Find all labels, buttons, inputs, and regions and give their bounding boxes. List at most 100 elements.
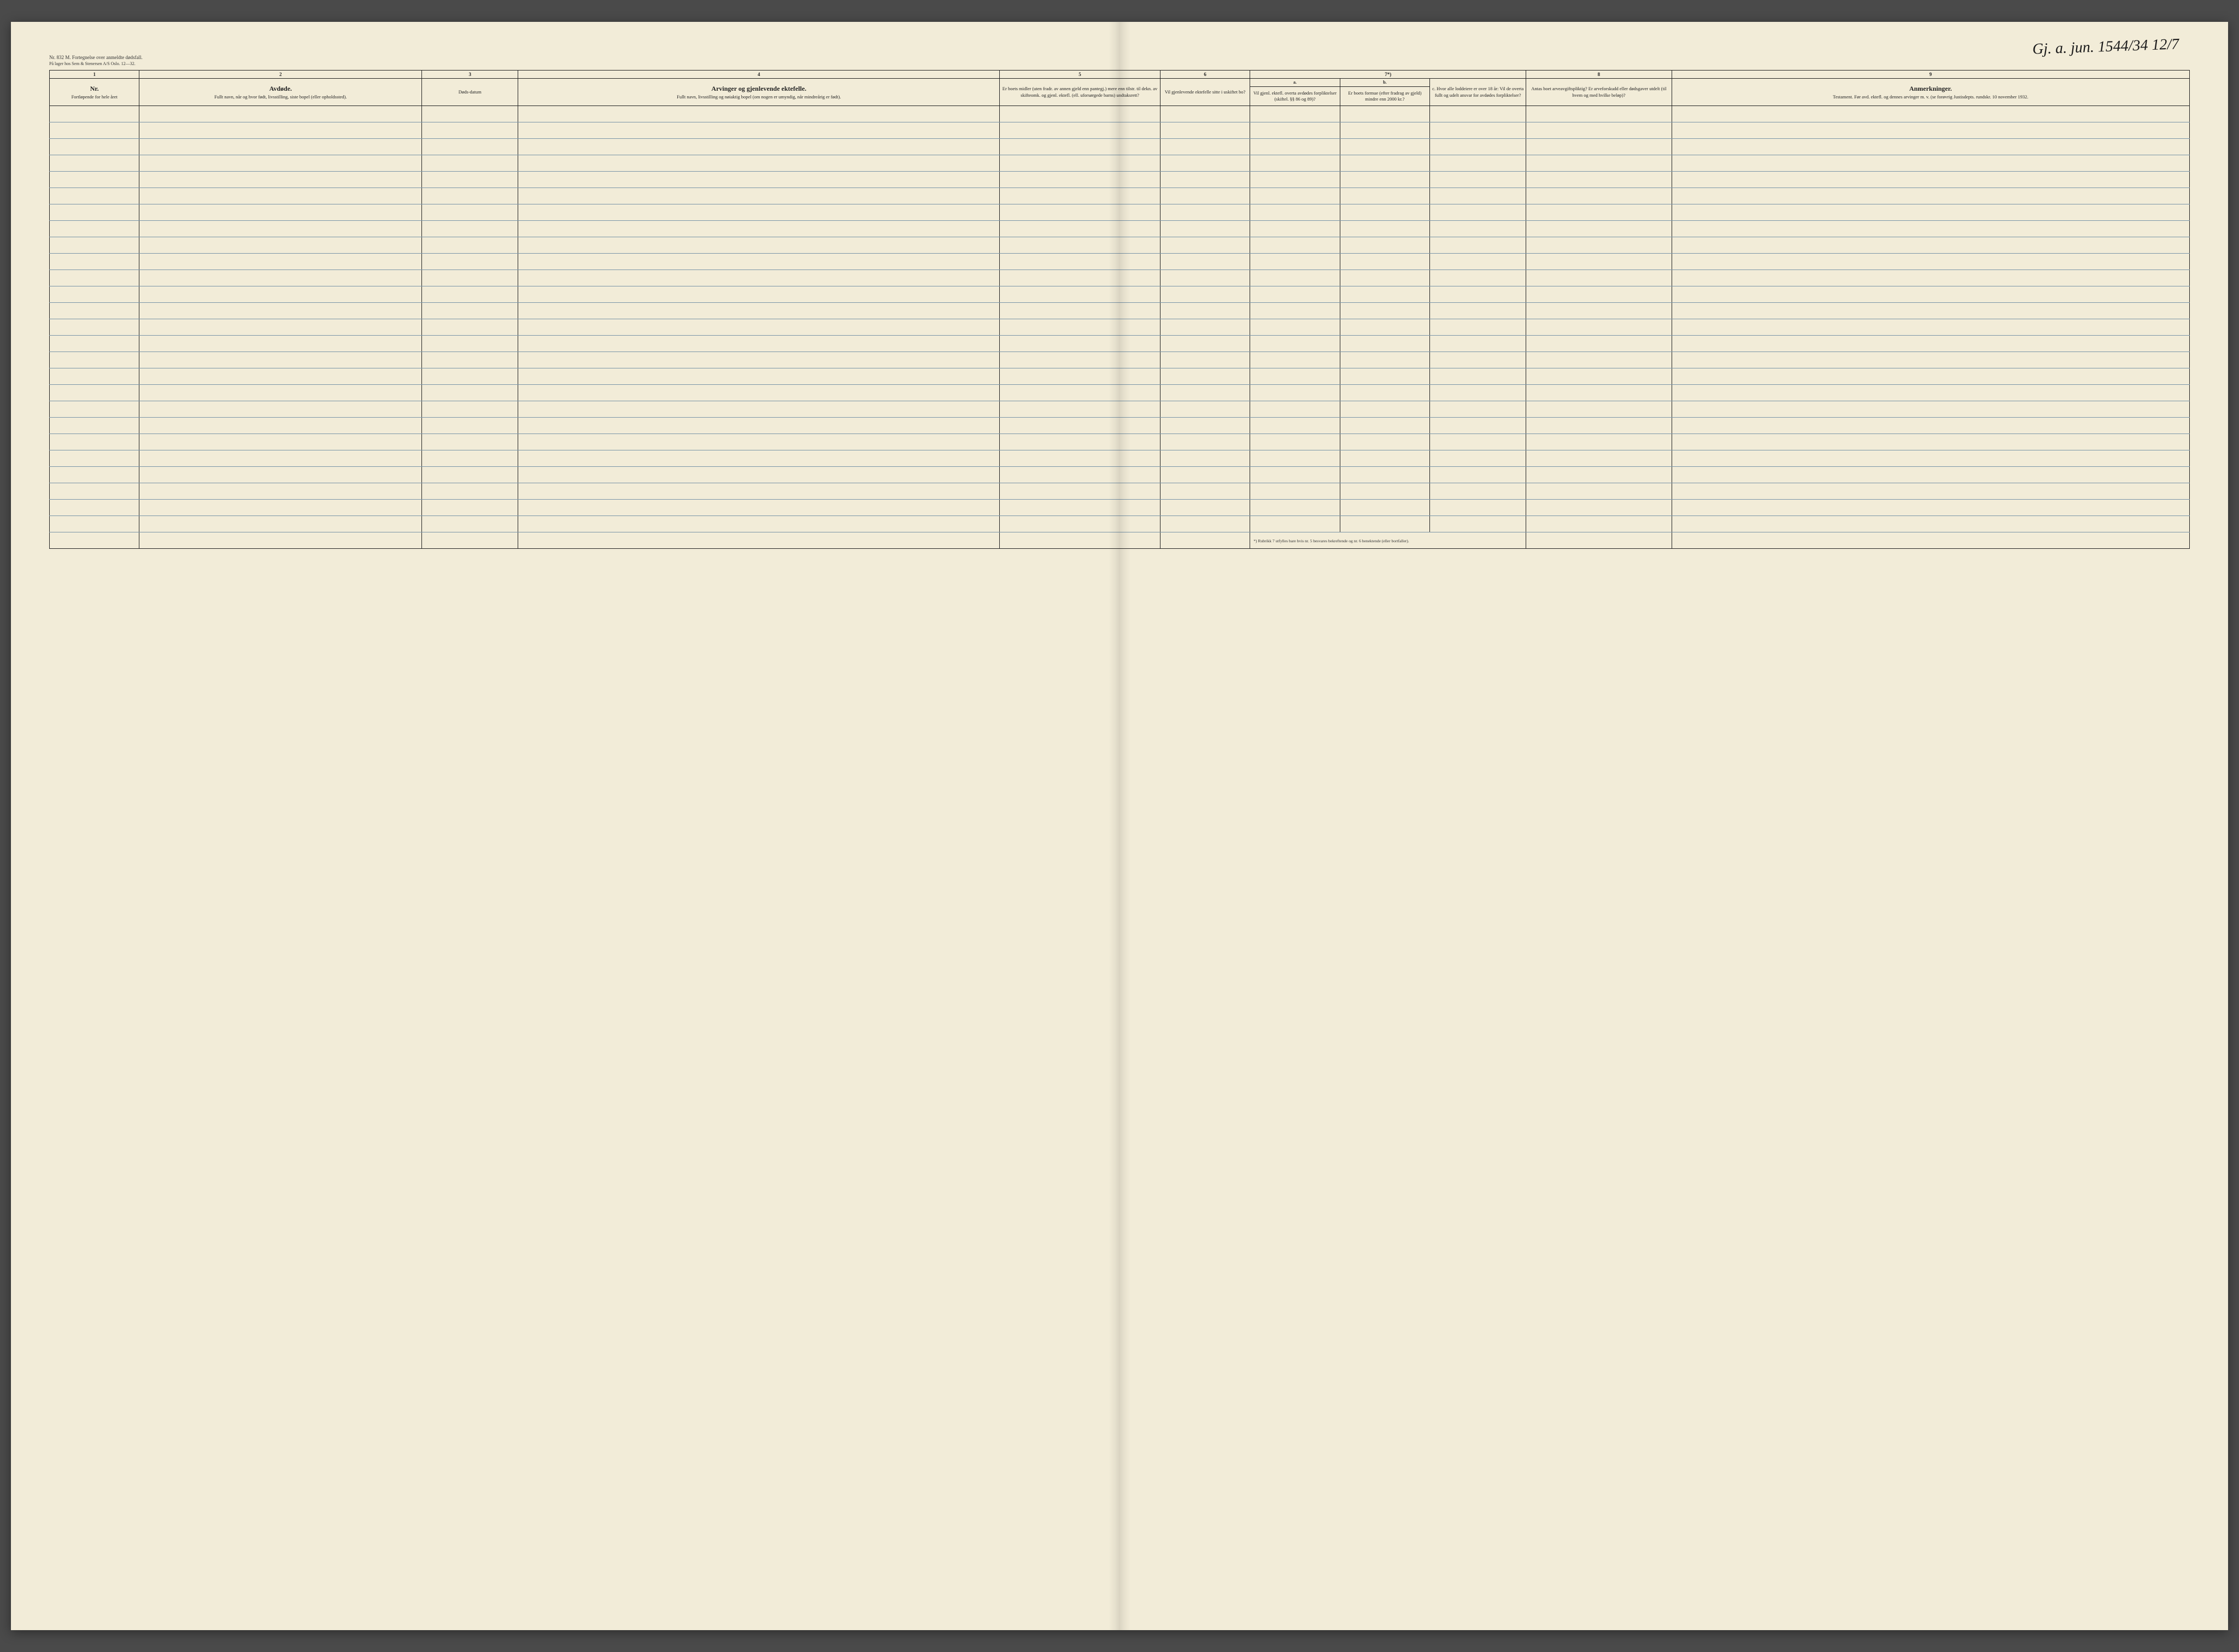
table-cell xyxy=(50,270,139,286)
table-cell xyxy=(1430,286,1526,303)
table-cell xyxy=(50,303,139,319)
table-cell xyxy=(1526,188,1672,204)
table-cell xyxy=(1672,352,2189,368)
table-cell xyxy=(1250,467,1340,483)
table-cell xyxy=(422,221,518,237)
table-cell xyxy=(1526,237,1672,254)
table-cell xyxy=(1160,368,1250,385)
table-cell xyxy=(422,155,518,172)
table-cell xyxy=(1250,418,1340,434)
table-cell xyxy=(1340,155,1429,172)
table-cell xyxy=(1000,254,1160,270)
table-cell xyxy=(1160,532,1250,549)
table-cell xyxy=(1430,500,1526,516)
table-cell xyxy=(1672,385,2189,401)
table-cell xyxy=(1000,368,1160,385)
table-cell xyxy=(1430,139,1526,155)
table-cell xyxy=(1430,155,1526,172)
table-cell xyxy=(1250,500,1340,516)
table-cell xyxy=(1000,106,1160,122)
table-row xyxy=(50,467,2190,483)
header-7c: c. Hvor alle loddeiere er over 18 år: Vi… xyxy=(1430,79,1526,106)
table-cell xyxy=(1340,139,1429,155)
header-avdode: Avdøde. Fullt navn, når og hvor født, li… xyxy=(139,79,422,106)
table-cell xyxy=(422,204,518,221)
ledger-page: Gj. a. jun. 1544/34 12/7 Nr. 832 M. Fort… xyxy=(11,22,2228,1630)
table-cell xyxy=(422,172,518,188)
table-cell xyxy=(50,139,139,155)
table-cell xyxy=(139,401,422,418)
table-cell xyxy=(1526,385,1672,401)
table-cell xyxy=(1672,188,2189,204)
table-cell xyxy=(139,500,422,516)
table-cell xyxy=(1250,434,1340,450)
table-cell xyxy=(50,450,139,467)
table-cell xyxy=(1000,418,1160,434)
header-dodsdatum: Døds-datum xyxy=(422,79,518,106)
header-7a: Vil gjenl. ektefl. overta avdødes forpli… xyxy=(1250,86,1340,106)
table-cell xyxy=(1000,122,1160,139)
table-cell xyxy=(50,254,139,270)
table-cell xyxy=(1430,270,1526,286)
table-cell xyxy=(1430,418,1526,434)
table-cell xyxy=(1340,516,1429,532)
table-cell xyxy=(1000,352,1160,368)
table-row xyxy=(50,401,2190,418)
table-cell xyxy=(1160,385,1250,401)
table-cell xyxy=(139,319,422,336)
table-row xyxy=(50,516,2190,532)
table-cell xyxy=(1526,418,1672,434)
table-cell xyxy=(139,139,422,155)
table-cell xyxy=(1672,319,2189,336)
table-cell xyxy=(1160,204,1250,221)
table-cell xyxy=(1672,254,2189,270)
table-cell xyxy=(518,500,1000,516)
table-cell xyxy=(139,270,422,286)
table-cell xyxy=(1430,188,1526,204)
header-nr: Nr. Fortløpende for hele året xyxy=(50,79,139,106)
table-cell xyxy=(518,336,1000,352)
table-cell xyxy=(1000,385,1160,401)
table-cell xyxy=(422,270,518,286)
table-cell xyxy=(1160,172,1250,188)
table-cell xyxy=(50,401,139,418)
table-cell xyxy=(1526,401,1672,418)
table-cell xyxy=(1250,352,1340,368)
header-avdode-sub: Fullt navn, når og hvor født, livsstilli… xyxy=(214,94,347,99)
table-cell xyxy=(422,368,518,385)
table-cell xyxy=(139,336,422,352)
table-cell xyxy=(1340,188,1429,204)
table-cell xyxy=(518,434,1000,450)
table-cell xyxy=(1000,483,1160,500)
table-cell xyxy=(422,401,518,418)
table-cell xyxy=(1672,204,2189,221)
table-cell xyxy=(422,434,518,450)
table-row xyxy=(50,434,2190,450)
table-cell xyxy=(139,188,422,204)
table-cell xyxy=(50,122,139,139)
table-cell xyxy=(1160,500,1250,516)
table-cell xyxy=(1430,336,1526,352)
table-cell xyxy=(50,106,139,122)
colnum-5: 5 xyxy=(1000,71,1160,79)
table-cell xyxy=(1430,204,1526,221)
table-cell xyxy=(1430,516,1526,532)
table-cell xyxy=(1250,516,1340,532)
table-cell xyxy=(422,254,518,270)
table-cell xyxy=(1340,401,1429,418)
table-row xyxy=(50,155,2190,172)
ledger-body: *) Rubrikk 7 utfylles bare hvis nr. 5 be… xyxy=(50,106,2190,549)
table-cell xyxy=(1340,122,1429,139)
table-cell xyxy=(518,286,1000,303)
table-cell xyxy=(139,254,422,270)
table-cell xyxy=(1340,500,1429,516)
colnum-3: 3 xyxy=(422,71,518,79)
table-cell xyxy=(1526,483,1672,500)
table-cell xyxy=(518,155,1000,172)
table-cell xyxy=(139,467,422,483)
table-cell xyxy=(1672,500,2189,516)
table-cell xyxy=(1160,237,1250,254)
table-cell xyxy=(422,106,518,122)
table-cell xyxy=(50,467,139,483)
table-cell xyxy=(1672,122,2189,139)
